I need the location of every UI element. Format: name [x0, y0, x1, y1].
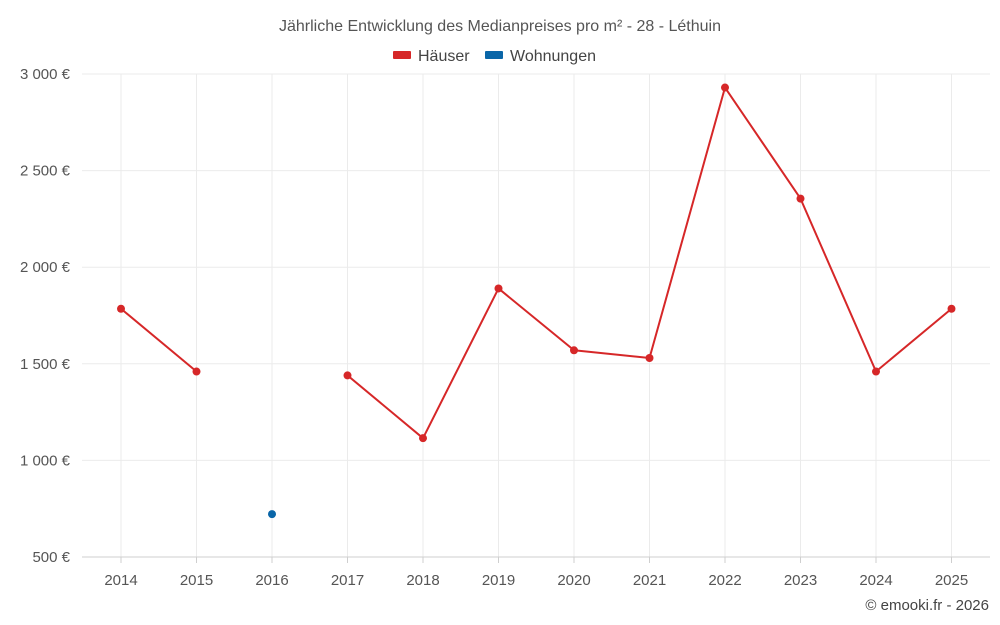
data-point[interactable]	[872, 367, 880, 376]
legend: Häuser Wohnungen	[393, 48, 596, 65]
series-line-segment	[120, 307, 198, 373]
legend-item-wohnungen[interactable]: Wohnungen	[485, 48, 596, 65]
x-tick-label: 2019	[482, 572, 515, 589]
series-wohnungen	[268, 510, 276, 519]
data-point[interactable]	[343, 371, 352, 380]
legend-swatch-haeuser	[393, 51, 411, 59]
y-tick-label: 500 €	[32, 549, 70, 566]
series-haeuser	[117, 83, 956, 443]
legend-label-haeuser: Häuser	[418, 48, 470, 65]
data-point[interactable]	[419, 434, 427, 443]
x-tick-label: 2020	[557, 572, 590, 589]
data-point[interactable]	[192, 367, 201, 376]
y-tick-label: 1 500 €	[20, 356, 71, 373]
x-tick-label: 2018	[406, 572, 439, 589]
x-tick-label: 2022	[708, 572, 741, 589]
data-point[interactable]	[947, 304, 956, 313]
data-point[interactable]	[721, 83, 729, 92]
x-tick-label: 2014	[104, 572, 137, 589]
x-tick-label: 2023	[784, 572, 817, 589]
data-point[interactable]	[645, 354, 654, 363]
data-point[interactable]	[570, 346, 578, 355]
x-tick-label: 2017	[331, 572, 364, 589]
credit-text: © emooki.fr - 2026	[865, 597, 989, 614]
x-tick-label: 2016	[255, 572, 288, 589]
axis-layer: 500 € 1 000 € 1 500 € 2 000 € 2 500 € 3 000 €…	[20, 66, 990, 589]
data-point[interactable]	[117, 304, 125, 313]
x-tick-label: 2025	[935, 572, 968, 589]
x-tick-label: 2021	[633, 572, 666, 589]
y-tick-label: 1 000 €	[20, 452, 71, 469]
y-tick-label: 2 000 €	[20, 259, 71, 276]
chart-title: Jährliche Entwicklung des Medianpreises …	[279, 18, 721, 35]
y-tick-label: 3 000 €	[20, 66, 71, 83]
grid-layer	[82, 73, 990, 557]
data-point[interactable]	[494, 284, 503, 293]
legend-swatch-wohnungen	[485, 51, 503, 59]
x-tick-label: 2015	[180, 572, 213, 589]
y-tick-label: 2 500 €	[20, 163, 71, 180]
data-point[interactable]	[268, 510, 276, 519]
legend-label-wohnungen: Wohnungen	[510, 48, 596, 65]
data-point[interactable]	[796, 194, 805, 203]
x-tick-label: 2024	[859, 572, 892, 589]
legend-item-haeuser[interactable]: Häuser	[393, 48, 470, 65]
series-layer	[117, 83, 956, 519]
